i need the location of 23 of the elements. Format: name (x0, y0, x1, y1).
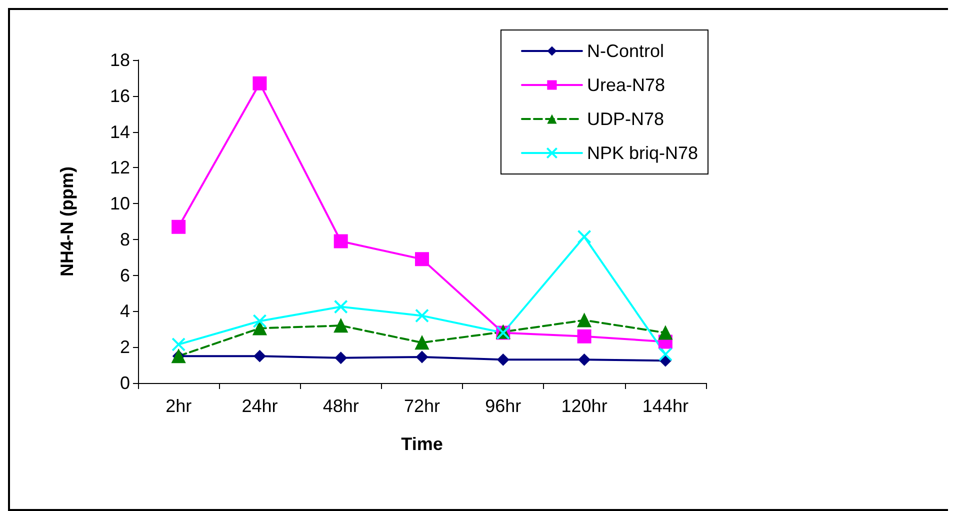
y-tick-label: 10 (110, 194, 130, 214)
x-tick-label: 48hr (322, 396, 359, 416)
y-tick-label: 12 (110, 158, 130, 178)
y-axis-title: NH4-N (ppm) (57, 166, 77, 276)
y-tick-label: 18 (110, 50, 130, 70)
legend-label: N-Control (586, 41, 664, 61)
legend-label: UDP-N78 (586, 109, 664, 129)
x-tick-label: 72hr (404, 396, 440, 416)
legend-label: Urea-N78 (586, 75, 665, 95)
y-tick-label: 16 (110, 86, 130, 106)
legend-label: NPK briq-N78 (586, 143, 698, 163)
y-tick-label: 2 (120, 337, 130, 358)
x-tick-label: 96hr (485, 396, 522, 416)
x-tick-label: 120hr (561, 396, 608, 416)
y-tick-label: 4 (120, 301, 130, 322)
x-tick-label: 2hr (166, 396, 192, 416)
x-axis-title: Time (401, 434, 443, 454)
x-tick-label: 144hr (642, 396, 688, 416)
y-tick-label: 6 (120, 265, 130, 286)
y-tick-label: 8 (120, 229, 130, 250)
x-tick-label: 24hr (242, 396, 278, 416)
y-tick-label: 14 (110, 122, 130, 142)
y-tick-label: 0 (120, 373, 130, 393)
